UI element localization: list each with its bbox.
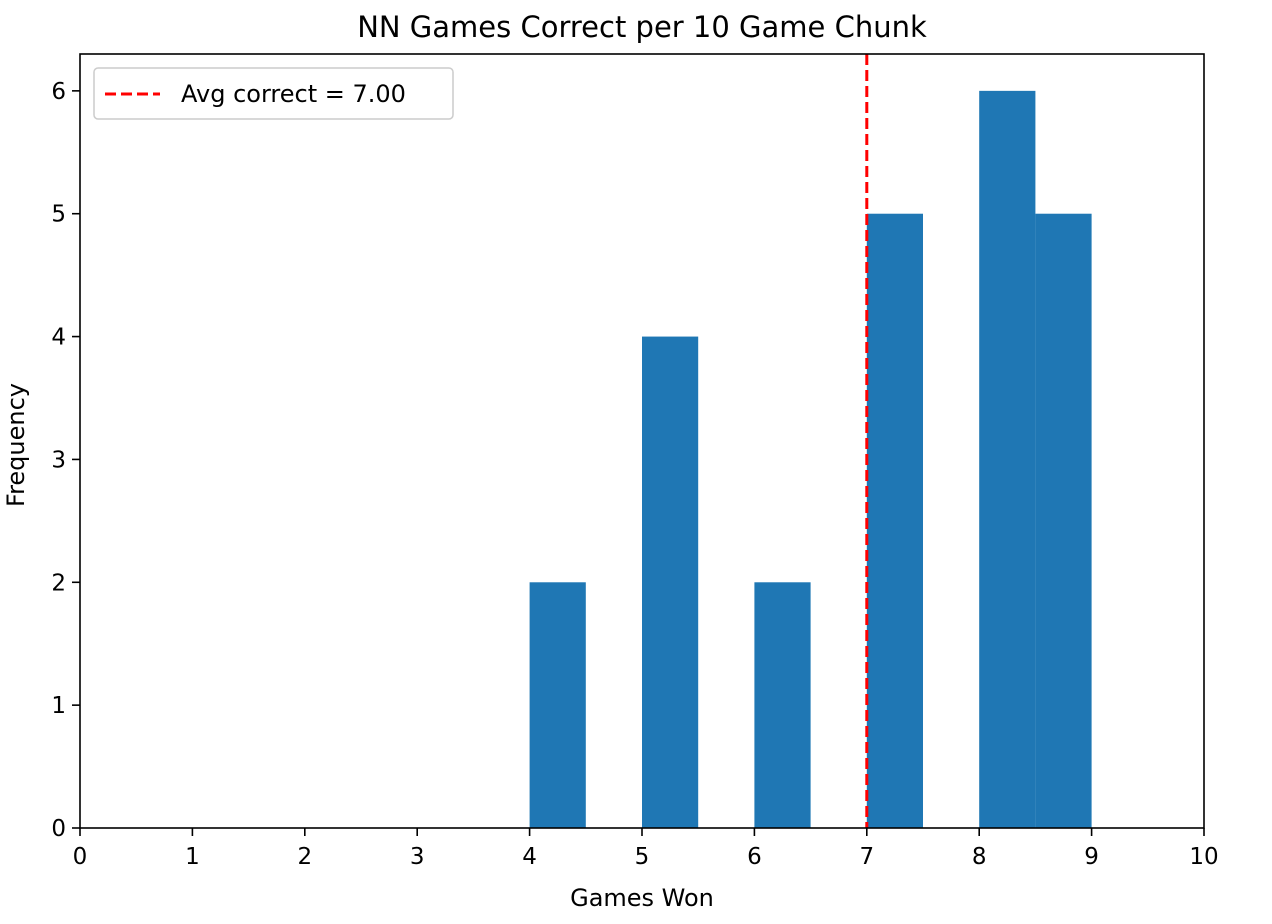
x-tick-label-5: 5 (635, 844, 650, 870)
y-tick-label-2: 2 (51, 570, 66, 596)
plot-area: 0 1 2 3 4 5 6 7 8 9 10 0 1 2 3 4 5 6 (51, 53, 1219, 870)
histogram-bar-5 (1035, 213, 1092, 828)
y-tick-label-6: 6 (51, 79, 66, 105)
histogram-bar-3 (866, 213, 923, 828)
x-tick-label-6: 6 (747, 844, 762, 870)
x-axis-label: Games Won (570, 884, 714, 912)
y-tick-label-3: 3 (51, 447, 66, 473)
x-tick-label-8: 8 (972, 844, 987, 870)
legend-box (93, 67, 454, 120)
histogram-bar-4 (979, 90, 1036, 829)
histogram-bar-1 (642, 336, 699, 828)
y-tick-label-1: 1 (51, 693, 66, 719)
histogram-bar-2 (754, 582, 811, 828)
x-tick-label-3: 3 (410, 844, 425, 870)
legend-entry-average: Avg correct = 7.00 (181, 80, 406, 108)
bars-group (529, 90, 1092, 829)
y-tick-label-5: 5 (51, 202, 66, 228)
y-axis-label: Frequency (2, 383, 30, 507)
histogram-bar-0 (529, 582, 586, 828)
legend: Avg correct = 7.00 (93, 67, 454, 120)
x-tick-label-7: 7 (859, 844, 874, 870)
x-tick-label-2: 2 (297, 844, 312, 870)
chart-title: NN Games Correct per 10 Game Chunk (357, 10, 927, 44)
x-axis-ticks: 0 1 2 3 4 5 6 7 8 9 10 (73, 828, 1219, 870)
x-tick-label-4: 4 (522, 844, 537, 870)
x-tick-label-0: 0 (73, 844, 88, 870)
x-tick-label-9: 9 (1084, 844, 1099, 870)
y-tick-label-0: 0 (51, 816, 66, 842)
x-tick-label-10: 10 (1189, 844, 1218, 870)
x-tick-label-1: 1 (185, 844, 200, 870)
y-axis-ticks: 0 1 2 3 4 5 6 (51, 79, 80, 842)
y-tick-label-4: 4 (51, 325, 66, 351)
